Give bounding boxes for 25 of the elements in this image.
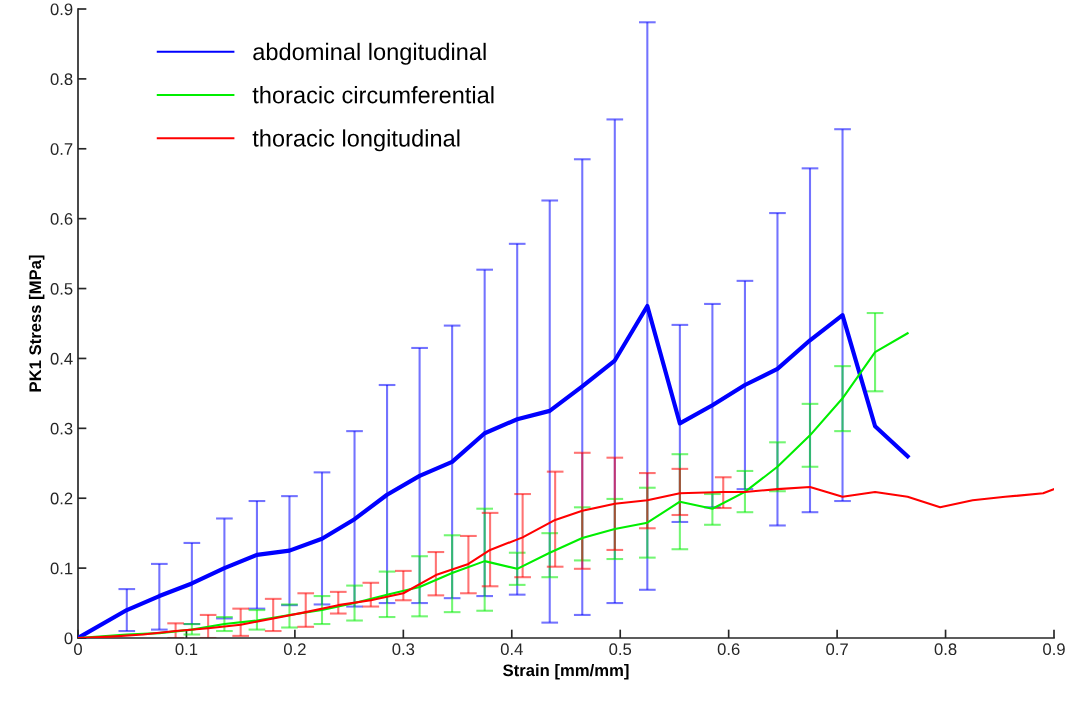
x-tick-label: 0 xyxy=(74,643,82,656)
x-axis-title: Strain [mm/mm] xyxy=(503,663,629,680)
x-tick-label: 0.6 xyxy=(717,643,740,656)
x-tick-label: 0.9 xyxy=(1043,643,1065,656)
legend-label: thoracic circumferential xyxy=(252,86,494,104)
legend-label: abdominal longitudinal xyxy=(253,42,486,65)
y-tick-label: 0 xyxy=(64,632,73,645)
x-tick-label: 0.1 xyxy=(175,643,198,656)
y-tick-label: 0.3 xyxy=(50,422,73,435)
y-tick-label: 0.6 xyxy=(50,213,73,225)
x-tick-label: 0.7 xyxy=(826,643,848,656)
y-axis-title: PK1 Stress [MPa] xyxy=(28,255,45,392)
y-tick-label: 0.5 xyxy=(50,282,73,295)
y-tick-label: 0.9 xyxy=(50,3,73,16)
legend-label: thoracic longitudinal xyxy=(252,129,460,152)
y-tick-label: 0.2 xyxy=(50,492,73,505)
y-tick-label: 0.8 xyxy=(50,73,73,86)
y-tick-label: 0.7 xyxy=(50,143,73,155)
y-tick-label: 0.4 xyxy=(50,352,73,365)
x-tick-label: 0.3 xyxy=(392,643,415,656)
x-tick-label: 0.8 xyxy=(934,643,957,656)
x-tick-label: 0.5 xyxy=(609,643,632,656)
x-tick-label: 0.2 xyxy=(283,643,306,656)
x-tick-label: 0.4 xyxy=(500,643,523,656)
y-tick-label: 0.1 xyxy=(50,562,73,575)
